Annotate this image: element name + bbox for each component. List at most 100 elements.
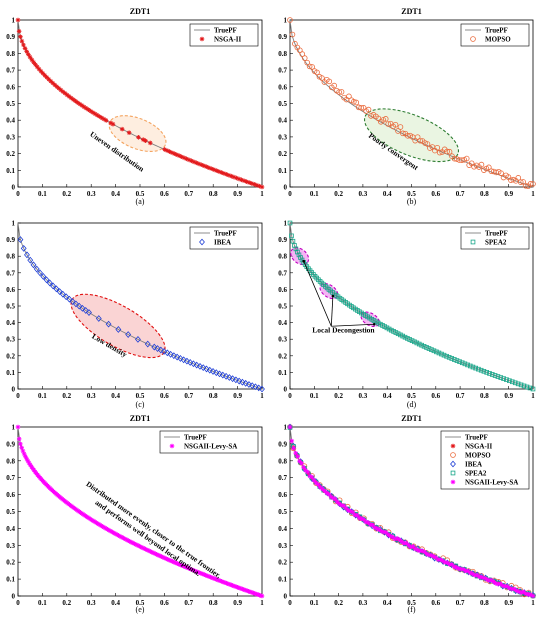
- data-point: [299, 460, 304, 466]
- x-tick-label: 0.2: [62, 190, 71, 198]
- data-point: [178, 562, 184, 568]
- data-point: [195, 569, 201, 575]
- data-point: [60, 89, 66, 94]
- data-point: [382, 116, 389, 122]
- data-point: [428, 552, 434, 558]
- x-tick-label: 0.4: [111, 599, 120, 607]
- y-tick-label: 0.4: [6, 525, 15, 533]
- y-tick-label: 0.1: [278, 369, 287, 377]
- data-point: [232, 376, 239, 384]
- data-point: [56, 288, 63, 295]
- x-tick-label: 0.6: [160, 392, 169, 400]
- x-tick-label: 0.4: [383, 190, 392, 198]
- data-point: [183, 357, 190, 365]
- data-point: [459, 360, 465, 366]
- data-point: [239, 378, 246, 386]
- data-point: [40, 273, 47, 280]
- x-tick-label: 0.6: [431, 392, 440, 400]
- data-point: [309, 64, 315, 70]
- data-point: [304, 59, 310, 66]
- data-point: [336, 89, 342, 95]
- legend-box: [189, 23, 259, 47]
- data-point: [424, 551, 429, 557]
- data-point: [90, 110, 96, 115]
- chart-b: ZDT1 0 0.1 0.2 0.3 0.4 0.5 0.6 0.7 0.8 0.9 1 0 0.1 0.2…: [278, 7, 536, 206]
- data-point: [166, 557, 172, 563]
- x-tick-label: 0.4: [383, 599, 392, 607]
- data-point: [208, 166, 214, 171]
- data-point: [108, 120, 114, 126]
- data-point: [194, 569, 200, 575]
- data-point: [512, 380, 518, 386]
- series-mopso: [287, 17, 536, 190]
- data-point: [486, 164, 492, 171]
- data-point: [332, 496, 338, 502]
- data-point: [44, 75, 50, 80]
- annotation-ellipse: [70, 293, 166, 359]
- data-point: [454, 565, 459, 570]
- legend-swatch: [199, 36, 205, 42]
- data-point: [414, 340, 420, 346]
- x-tick-label: 0.9: [233, 190, 242, 198]
- data-point: [521, 383, 527, 389]
- x-tick-label: 0.8: [480, 190, 489, 198]
- y-tick-label: 0.5: [6, 303, 15, 311]
- data-point: [115, 326, 122, 333]
- data-point: [210, 367, 216, 375]
- x-tick-label: 0.3: [359, 190, 368, 198]
- y-tick-label: 0.3: [278, 133, 287, 141]
- data-point: [319, 75, 325, 81]
- data-point: [385, 532, 391, 538]
- data-point: [151, 550, 157, 556]
- data-point: [478, 367, 484, 373]
- data-point: [141, 546, 147, 551]
- data-point: [171, 559, 177, 565]
- data-point: [405, 133, 411, 139]
- data-point: [426, 346, 432, 351]
- data-point: [175, 561, 180, 566]
- x-tick-label: 0.8: [209, 190, 218, 198]
- x-tick-label: 0.8: [480, 392, 489, 400]
- data-point: [174, 152, 180, 157]
- data-point: [177, 562, 183, 567]
- x-tick-label: 0.8: [209, 599, 218, 607]
- data-point: [86, 107, 91, 113]
- data-point: [527, 385, 533, 391]
- data-point: [43, 276, 50, 284]
- data-point: [357, 515, 362, 521]
- data-point: [346, 93, 352, 100]
- data-point: [236, 377, 243, 385]
- panel-caption: (f): [408, 605, 416, 614]
- data-point: [226, 374, 233, 381]
- y-tick-label: 0.6: [278, 491, 287, 499]
- x-tick-label: 0.2: [334, 190, 343, 198]
- data-point: [155, 552, 161, 558]
- data-point: [449, 562, 455, 567]
- data-point: [103, 118, 109, 123]
- x-tick-label: 0.9: [233, 599, 242, 607]
- x-tick-label: 0.1: [310, 392, 319, 400]
- data-point: [452, 357, 457, 362]
- data-point: [50, 282, 57, 290]
- data-point: [409, 338, 415, 343]
- data-point: [177, 355, 184, 362]
- data-point: [204, 573, 210, 578]
- data-point: [526, 592, 531, 597]
- data-point: [254, 182, 260, 188]
- data-point: [403, 540, 409, 546]
- data-point: [189, 158, 194, 164]
- data-point: [424, 345, 429, 350]
- data-point: [73, 98, 78, 104]
- data-point: [251, 182, 257, 187]
- data-point: [244, 179, 249, 184]
- data-point: [459, 157, 465, 163]
- data-point: [530, 593, 536, 599]
- legend: TruePFNSGA-IIMOPSOIBEASPEA2NSGAII-Levy-S…: [440, 430, 530, 490]
- data-point: [326, 491, 332, 497]
- data-point: [457, 359, 462, 364]
- data-point: [58, 87, 64, 93]
- data-point: [358, 104, 364, 111]
- data-point: [182, 564, 188, 570]
- data-point: [351, 98, 357, 105]
- data-point: [165, 557, 170, 562]
